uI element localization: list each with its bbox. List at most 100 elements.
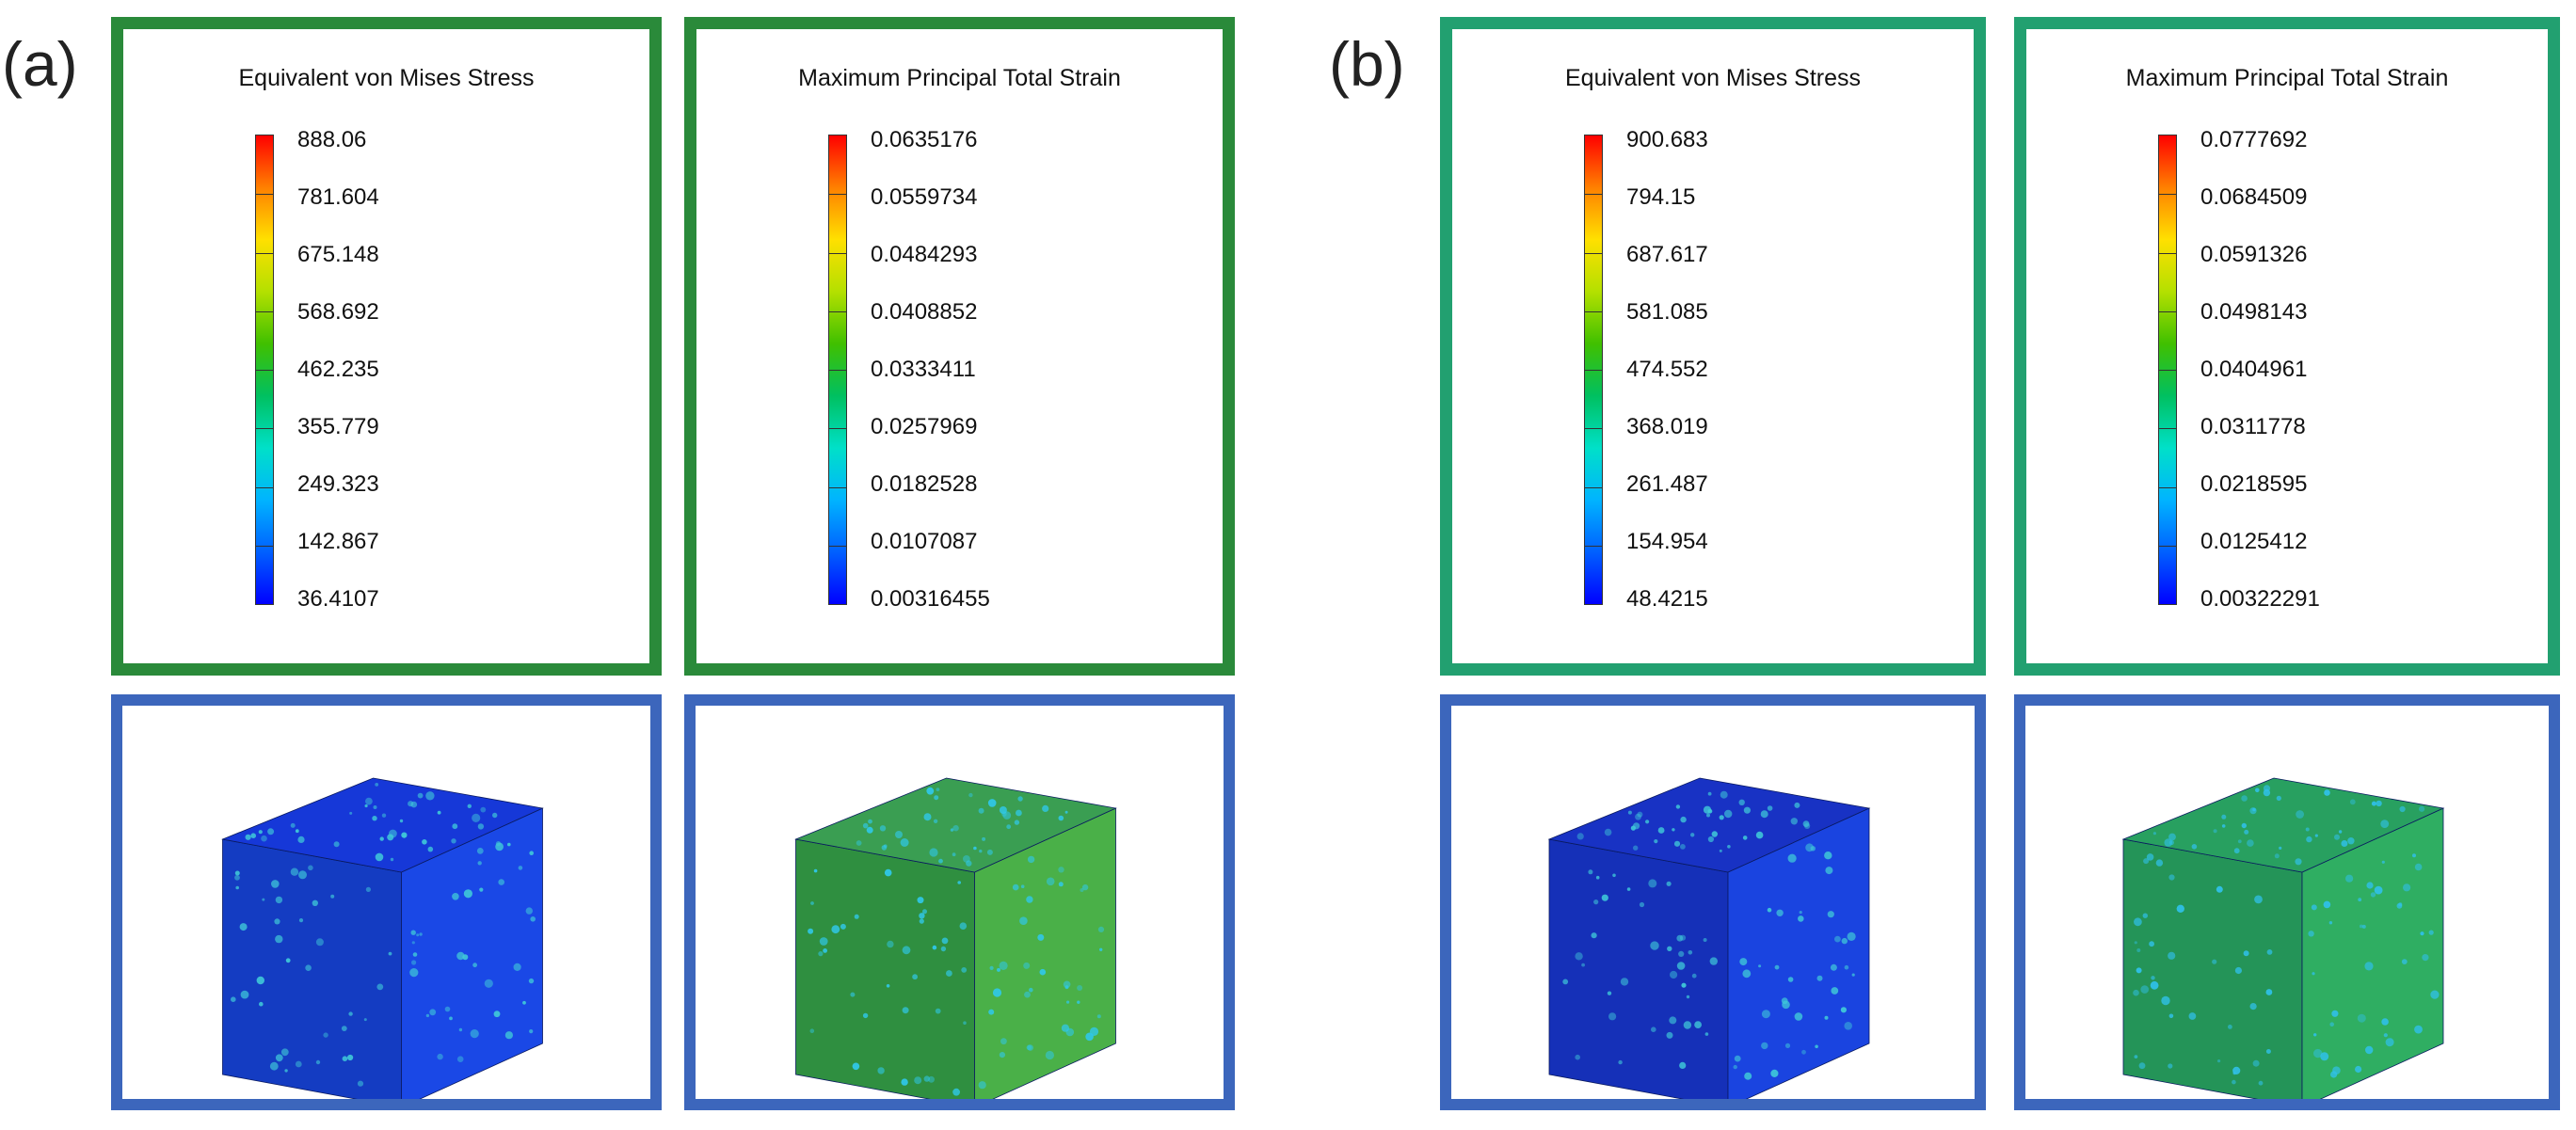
- inclusion-spot: [275, 896, 283, 904]
- inclusion-spot: [416, 933, 420, 937]
- inclusion-spot: [1784, 1042, 1791, 1048]
- inclusion-spot: [261, 835, 267, 842]
- colorbar: [255, 135, 274, 605]
- tick-label: 0.0777692: [2200, 127, 2308, 152]
- inclusion-spot: [256, 976, 264, 985]
- inclusion-spot: [333, 841, 340, 848]
- tick-label: 581.085: [1626, 299, 1708, 325]
- inclusion-spot: [381, 813, 387, 818]
- inclusion-spot: [1851, 973, 1855, 977]
- panel-label-b: (b): [1329, 29, 1405, 99]
- inclusion-spot: [952, 852, 956, 857]
- inclusion-spot: [452, 823, 458, 830]
- inclusion-spot: [1676, 962, 1686, 970]
- inclusion-spot: [1637, 811, 1643, 818]
- inclusion-spot: [323, 1032, 328, 1038]
- stress-cube-box: [111, 694, 662, 1110]
- inclusion-spot: [1002, 811, 1012, 820]
- inclusion-spot: [295, 1060, 302, 1068]
- inclusion-spot: [2361, 924, 2366, 929]
- inclusion-spot: [923, 1075, 930, 1082]
- inclusion-spot: [349, 811, 353, 815]
- inclusion-spot: [2359, 924, 2363, 929]
- inclusion-spot: [1029, 987, 1033, 993]
- inclusion-spot: [1719, 849, 1722, 852]
- inclusion-spot: [1096, 1014, 1101, 1019]
- inclusion-spot: [2398, 902, 2403, 907]
- inclusion-spot: [1019, 916, 1028, 925]
- tick-label: 355.779: [297, 414, 379, 439]
- inclusion-spot: [269, 1061, 279, 1071]
- inclusion-spot: [364, 804, 368, 808]
- inclusion-spot: [2380, 820, 2390, 828]
- inclusion-spot: [1639, 901, 1645, 908]
- inclusion-spot: [900, 838, 909, 847]
- inclusion-spot: [1703, 805, 1712, 814]
- inclusion-spot: [2323, 900, 2331, 909]
- inclusion-spot: [258, 830, 263, 835]
- inclusion-spot: [1618, 1059, 1623, 1065]
- cube-left-face: [1548, 838, 1729, 1099]
- inclusion-spot: [437, 810, 441, 815]
- tick-label: 0.0498143: [2200, 299, 2308, 325]
- inclusion-spot: [1651, 1027, 1656, 1032]
- inclusion-spot: [1014, 820, 1020, 825]
- strain-legend-box: Maximum Principal Total Strain 0.0635176 0…: [684, 17, 1235, 676]
- colorbar-tick: [829, 252, 846, 254]
- cube-left-face: [2122, 838, 2303, 1099]
- inclusion-spot: [1607, 991, 1612, 995]
- inclusion-spot: [315, 1059, 321, 1065]
- stress-legend-box: Equivalent von Mises Stress 888.06 781.604…: [111, 17, 662, 676]
- inclusion-spot: [1774, 964, 1780, 970]
- inclusion-spot: [1733, 1064, 1737, 1070]
- colorbar-tick: [2159, 428, 2176, 430]
- inclusion-spot: [1738, 799, 1745, 805]
- inclusion-spot: [2366, 882, 2374, 889]
- inclusion-spot: [1058, 867, 1064, 873]
- inclusion-spot: [308, 865, 313, 871]
- inclusion-spot: [2252, 1059, 2260, 1067]
- inclusion-spot: [902, 1007, 909, 1014]
- inclusion-spot: [1037, 933, 1045, 941]
- colorbar-tick: [256, 252, 273, 254]
- inclusion-spot: [1645, 820, 1650, 824]
- inclusion-spot: [409, 968, 419, 978]
- inclusion-spot: [1703, 938, 1707, 942]
- inclusion-spot: [1039, 968, 1047, 976]
- inclusion-spot: [240, 990, 249, 999]
- inclusion-spot: [231, 996, 236, 1002]
- inclusion-spot: [458, 1027, 463, 1032]
- inclusion-spot: [1045, 1050, 1054, 1060]
- inclusion-spot: [1720, 790, 1728, 799]
- inclusion-spot: [1799, 911, 1802, 915]
- inclusion-spot: [1675, 804, 1681, 809]
- tick-label: 0.0182528: [871, 471, 978, 497]
- inclusion-spot: [2276, 795, 2281, 801]
- inclusion-spot: [2168, 951, 2176, 960]
- inclusion-spot: [518, 866, 523, 870]
- inclusion-spot: [2241, 822, 2247, 829]
- inclusion-spot: [819, 937, 828, 946]
- tick-label: 0.00316455: [871, 586, 990, 612]
- inclusion-spot: [2249, 807, 2257, 815]
- inclusion-spot: [813, 868, 818, 873]
- inclusion-spot: [1077, 985, 1083, 991]
- inclusion-spot: [1691, 973, 1697, 979]
- inclusion-spot: [2365, 1045, 2374, 1055]
- inclusion-spot: [376, 983, 384, 991]
- inclusion-spot: [372, 816, 377, 821]
- inclusion-spot: [862, 822, 869, 829]
- inclusion-spot: [978, 807, 984, 814]
- inclusion-spot: [2247, 839, 2254, 847]
- inclusion-spot: [854, 914, 859, 919]
- inclusion-spot: [2306, 836, 2312, 843]
- inclusion-spot: [1709, 957, 1718, 965]
- inclusion-spot: [2146, 853, 2154, 861]
- colorbar-tick: [829, 194, 846, 196]
- inclusion-spot: [2371, 801, 2376, 806]
- inclusion-spot: [866, 826, 873, 834]
- colorbar-tick: [1585, 310, 1602, 312]
- inclusion-spot: [2349, 799, 2356, 805]
- inclusion-spot: [968, 792, 973, 798]
- inclusion-spot: [1670, 970, 1678, 979]
